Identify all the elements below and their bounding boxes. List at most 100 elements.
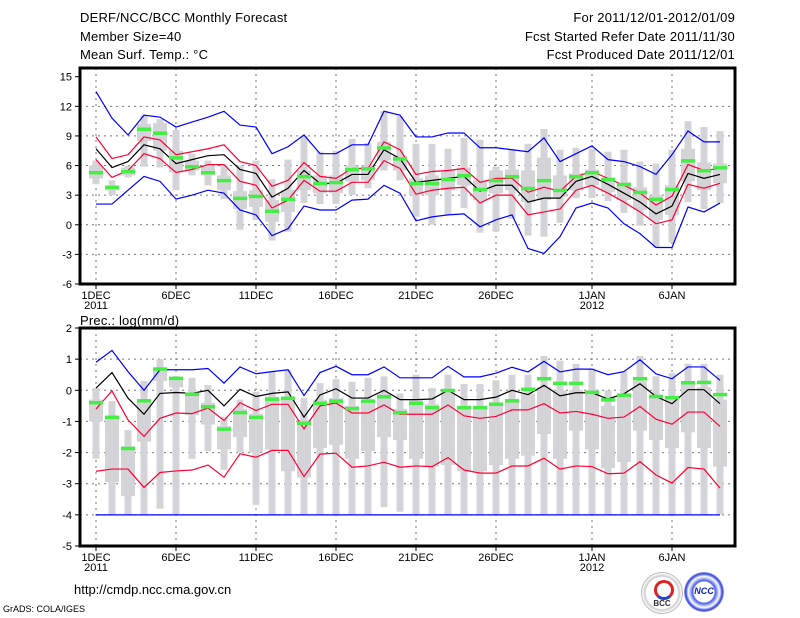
observed-marker	[537, 376, 551, 381]
observed-marker	[425, 181, 439, 186]
series-upper-envelope	[95, 91, 720, 176]
observed-marker	[233, 410, 247, 415]
y-tick-label: -3	[62, 249, 72, 261]
whisker-bar	[172, 376, 180, 515]
observed-marker	[681, 381, 695, 385]
observed-marker	[105, 415, 119, 420]
ncc-logo-text: NCC	[694, 586, 714, 596]
box	[281, 396, 295, 472]
whisker-bar	[652, 376, 660, 515]
box	[505, 169, 519, 191]
box	[681, 384, 695, 433]
observed-marker	[697, 168, 711, 173]
box	[217, 175, 231, 191]
whisker-bar	[140, 380, 148, 515]
box	[153, 367, 167, 381]
x-tick-label: 26DEC	[478, 290, 514, 302]
series-lower-spread	[95, 449, 721, 489]
box	[505, 399, 519, 459]
series-lower-envelope	[96, 175, 721, 255]
box	[201, 165, 215, 176]
observed-marker	[521, 387, 535, 392]
series-upper-spread	[95, 389, 721, 438]
box	[361, 399, 375, 452]
website-url[interactable]: http://cmdp.ncc.cma.gov.cn	[74, 582, 232, 597]
series-ensemble-mean	[95, 371, 721, 419]
x-tick-label: 1DEC	[81, 552, 110, 564]
observed-marker	[521, 186, 535, 191]
observed-marker	[201, 404, 215, 409]
observed-marker	[505, 174, 519, 179]
whisker-bar	[540, 356, 548, 515]
y-tick-label: 2	[66, 323, 72, 335]
observed-marker	[153, 131, 167, 135]
observed-marker	[569, 381, 583, 386]
x-tick-label: 11DEC	[239, 290, 274, 302]
y-tick-label: -1	[62, 416, 72, 428]
observed-marker	[297, 421, 311, 425]
box	[585, 390, 599, 450]
observed-marker	[89, 170, 103, 175]
y-tick-label: -2	[62, 448, 72, 460]
box	[457, 405, 471, 472]
series-lower-spread	[95, 153, 721, 225]
observed-marker	[649, 197, 663, 202]
box	[649, 195, 663, 220]
observed-marker	[585, 170, 599, 175]
observed-marker	[137, 399, 151, 403]
observed-marker	[649, 394, 663, 399]
observed-marker	[137, 127, 151, 132]
box	[441, 393, 455, 466]
box	[377, 393, 391, 437]
y-tick-label: 0	[66, 220, 72, 232]
box	[713, 399, 727, 467]
observed-marker	[393, 410, 407, 415]
y-tick-label: -5	[62, 541, 72, 553]
observed-marker	[617, 182, 631, 187]
observed-marker	[457, 173, 471, 178]
observed-marker	[233, 196, 247, 201]
box	[169, 377, 183, 388]
observed-marker	[313, 181, 327, 186]
box	[233, 408, 247, 437]
observed-marker	[713, 392, 727, 397]
box	[473, 405, 487, 472]
x-tick-label: 1JAN	[579, 290, 606, 302]
y-tick-label: 9	[66, 131, 72, 143]
x-tick-year-label: 2012	[580, 300, 604, 312]
box	[521, 393, 535, 456]
whisker-bar	[396, 393, 404, 512]
observed-marker	[153, 367, 167, 371]
variable-label: Mean Surf. Temp.: °C	[80, 47, 209, 62]
whisker-bar	[636, 356, 644, 515]
box	[185, 393, 199, 416]
box	[521, 170, 535, 203]
x-tick-label: 6JAN	[659, 552, 686, 564]
observed-marker	[473, 187, 487, 192]
forecast-produced-date: Fcst Produced Date 2011/12/01	[546, 47, 735, 62]
whisker-bar	[572, 363, 580, 515]
x-tick-label: 26DEC	[478, 552, 514, 564]
x-tick-label: 11DEC	[239, 552, 274, 564]
box	[393, 408, 407, 441]
x-tick-label: 16DEC	[318, 290, 354, 302]
whisker-bar	[92, 388, 100, 459]
observed-marker	[537, 178, 551, 183]
observed-marker	[505, 399, 519, 403]
x-tick-label: 21DEC	[398, 290, 434, 302]
observed-marker	[569, 174, 583, 179]
observed-marker	[217, 427, 231, 431]
observed-marker	[377, 146, 391, 150]
x-tick-year-label: 2011	[84, 562, 108, 574]
observed-marker	[169, 156, 183, 160]
box	[569, 390, 583, 431]
box	[345, 405, 359, 459]
x-tick-label: 6JAN	[659, 290, 686, 302]
observed-marker	[633, 190, 647, 195]
y-tick-label: 6	[66, 161, 72, 173]
observed-marker	[121, 446, 135, 451]
x-tick-year-label: 2011	[84, 300, 108, 312]
observed-marker	[345, 406, 359, 411]
